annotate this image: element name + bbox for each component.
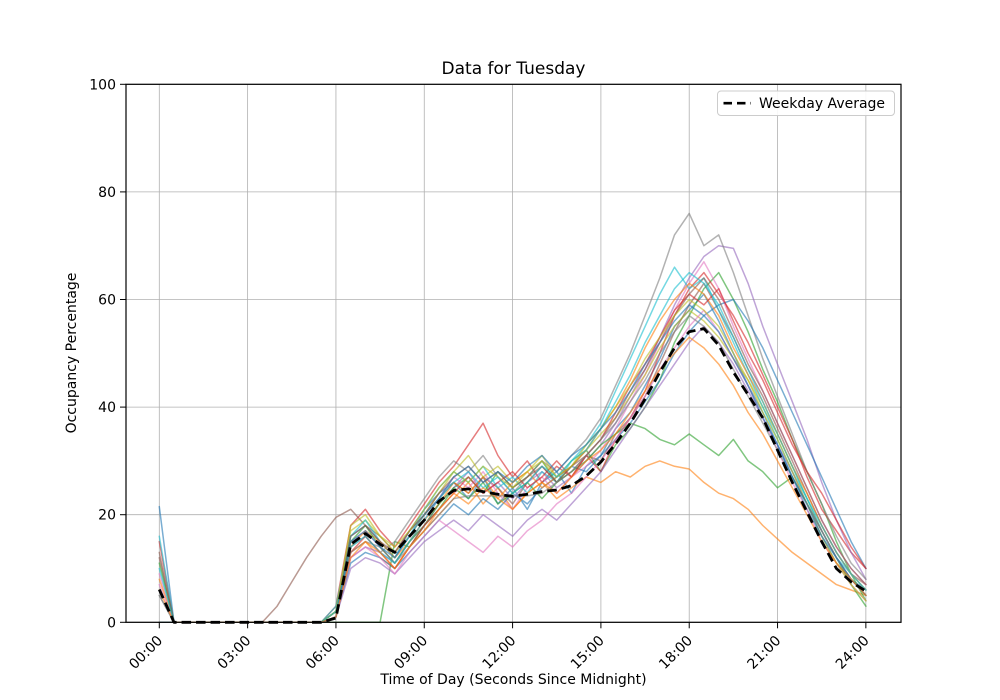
y-tick-labels: 0 20 40 60 80 100	[89, 77, 116, 631]
x-axis-label: Time of Day (Seconds Since Midnight)	[379, 672, 646, 688]
y-tick-label: 0	[107, 615, 116, 631]
y-axis-label: Occupancy Percentage	[64, 273, 80, 434]
y-tick-label: 60	[98, 293, 116, 309]
legend: Weekday Average	[717, 90, 895, 116]
y-tick-label: 100	[89, 77, 116, 93]
y-tick-label: 40	[98, 400, 116, 416]
legend-box	[717, 90, 895, 116]
chart-title: Data for Tuesday	[442, 59, 586, 79]
y-tick-label: 20	[98, 508, 116, 524]
axes-spines	[125, 83, 902, 623]
legend-label: Weekday Average	[759, 96, 885, 112]
y-tick-label: 80	[98, 185, 116, 201]
axis-tick-marks	[120, 83, 867, 629]
